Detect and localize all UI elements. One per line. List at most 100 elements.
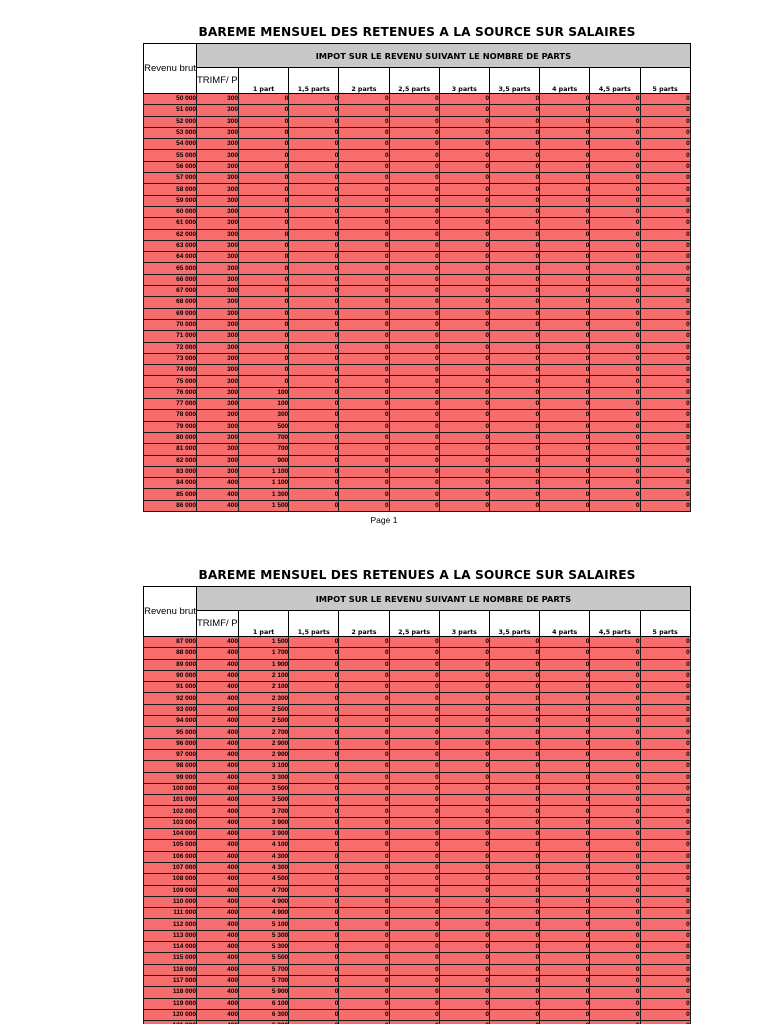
trimf-cell: 400 bbox=[196, 850, 239, 863]
impot-1-part-cell: 0 bbox=[237, 104, 290, 117]
trimf-cell: 400 bbox=[196, 771, 239, 784]
impot-part-cell: 0 bbox=[539, 172, 591, 185]
impot-part-cell: 0 bbox=[488, 454, 541, 467]
impot-part-cell: 0 bbox=[388, 884, 440, 897]
impot-part-cell: 0 bbox=[388, 828, 440, 841]
impot-part-cell: 0 bbox=[589, 138, 641, 151]
revenu-cell: 114 000 bbox=[143, 941, 197, 954]
impot-part-cell: 0 bbox=[438, 918, 490, 931]
impot-part-cell: 0 bbox=[288, 375, 340, 388]
impot-1-part-cell: 0 bbox=[237, 194, 290, 207]
table-row: 79 000 300 500 0 0 0 0 0 0 0 0 bbox=[143, 420, 691, 433]
impot-part-cell: 0 bbox=[338, 409, 390, 422]
impot-part-cell: 0 bbox=[639, 681, 691, 694]
revenu-cell: 97 000 bbox=[143, 748, 197, 762]
table-row: 53 000 300 0 0 0 0 0 0 0 0 0 bbox=[143, 126, 691, 140]
impot-part-cell: 0 bbox=[539, 341, 591, 354]
impot-part-cell: 0 bbox=[488, 341, 541, 354]
trimf-cell: 400 bbox=[196, 692, 239, 705]
impot-part-cell: 0 bbox=[438, 341, 490, 354]
trimf-cell: 400 bbox=[196, 1008, 239, 1022]
impot-part-cell: 0 bbox=[589, 1008, 641, 1022]
impot-part-cell: 0 bbox=[539, 352, 591, 366]
impot-part-cell: 0 bbox=[338, 217, 390, 230]
impot-part-cell: 0 bbox=[288, 477, 340, 490]
impot-part-cell: 0 bbox=[438, 296, 490, 309]
impot-1-part-cell: 700 bbox=[237, 443, 290, 456]
impot-part-cell: 0 bbox=[488, 330, 541, 343]
trimf-cell: 300 bbox=[196, 352, 239, 366]
impot-part-cell: 0 bbox=[539, 760, 591, 773]
impot-part-cell: 0 bbox=[589, 318, 641, 332]
table-row: 60 000 300 0 0 0 0 0 0 0 0 0 bbox=[143, 205, 691, 219]
page-title: BAREME MENSUEL DES RETENUES A LA SOURCE … bbox=[198, 568, 636, 582]
impot-part-cell: 0 bbox=[589, 194, 641, 207]
impot-part-cell: 0 bbox=[288, 726, 340, 739]
impot-part-cell: 0 bbox=[488, 681, 541, 694]
table-row: 95 000 400 2 700 0 0 0 0 0 0 0 0 bbox=[143, 726, 691, 739]
trimf-cell: 400 bbox=[196, 952, 239, 965]
impot-part-cell: 0 bbox=[288, 172, 340, 185]
impot-part-cell: 0 bbox=[639, 963, 691, 976]
impot-part-cell: 0 bbox=[539, 149, 591, 162]
impot-part-cell: 0 bbox=[639, 149, 691, 162]
impot-part-cell: 0 bbox=[488, 296, 541, 309]
impot-part-cell: 0 bbox=[338, 285, 390, 298]
impot-part-cell: 0 bbox=[338, 669, 390, 683]
impot-part-cell: 0 bbox=[438, 409, 490, 422]
impot-part-cell: 0 bbox=[438, 104, 490, 117]
table-row: 89 000 400 1 900 0 0 0 0 0 0 0 0 bbox=[143, 658, 691, 671]
impot-part-cell: 0 bbox=[388, 273, 440, 287]
impot-part-cell: 0 bbox=[338, 941, 390, 954]
trimf-cell: 400 bbox=[196, 941, 239, 954]
trimf-cell: 300 bbox=[196, 465, 239, 479]
impot-part-cell: 0 bbox=[589, 737, 641, 750]
impot-part-cell: 0 bbox=[589, 251, 641, 264]
impot-part-cell: 0 bbox=[388, 1008, 440, 1022]
impot-part-cell: 0 bbox=[639, 217, 691, 230]
revenu-cell: 70 000 bbox=[143, 318, 197, 332]
table-row: 69 000 300 0 0 0 0 0 0 0 0 0 bbox=[143, 307, 691, 320]
impot-part-cell: 0 bbox=[488, 760, 541, 773]
revenu-cell: 58 000 bbox=[143, 183, 197, 196]
impot-part-cell: 0 bbox=[288, 997, 340, 1010]
impot-part-cell: 0 bbox=[539, 251, 591, 264]
impot-part-cell: 0 bbox=[438, 499, 490, 512]
impot-part-cell: 0 bbox=[589, 273, 641, 287]
impot-part-cell: 0 bbox=[388, 386, 440, 400]
part-header: 4,5 parts bbox=[589, 610, 641, 637]
impot-part-cell: 0 bbox=[488, 669, 541, 683]
impot-part-cell: 0 bbox=[589, 782, 641, 796]
table-row: 108 000 400 4 500 0 0 0 0 0 0 0 0 bbox=[143, 873, 691, 886]
impot-part-cell: 0 bbox=[388, 861, 440, 875]
impot-1-part-cell: 100 bbox=[237, 398, 290, 411]
impot-1-part-cell: 3 100 bbox=[237, 760, 290, 773]
revenu-cell: 53 000 bbox=[143, 126, 197, 140]
impot-part-cell: 0 bbox=[539, 658, 591, 671]
impot-part-cell: 0 bbox=[589, 352, 641, 366]
impot-part-cell: 0 bbox=[438, 285, 490, 298]
impot-part-cell: 0 bbox=[388, 986, 440, 999]
impot-part-cell: 0 bbox=[438, 251, 490, 264]
impot-part-cell: 0 bbox=[488, 92, 541, 106]
impot-part-cell: 0 bbox=[539, 647, 591, 660]
impot-part-cell: 0 bbox=[438, 92, 490, 106]
impot-part-cell: 0 bbox=[338, 850, 390, 863]
impot-part-cell: 0 bbox=[539, 477, 591, 490]
impot-part-cell: 0 bbox=[338, 794, 390, 807]
impot-part-cell: 0 bbox=[488, 273, 541, 287]
impot-part-cell: 0 bbox=[438, 375, 490, 388]
impot-part-cell: 0 bbox=[639, 341, 691, 354]
impot-part-cell: 0 bbox=[488, 285, 541, 298]
impot-part-cell: 0 bbox=[639, 737, 691, 750]
impot-part-cell: 0 bbox=[639, 647, 691, 660]
impot-part-cell: 0 bbox=[338, 986, 390, 999]
trimf-cell: 300 bbox=[196, 126, 239, 140]
impot-part-cell: 0 bbox=[338, 658, 390, 671]
table-row: 115 000 400 5 500 0 0 0 0 0 0 0 0 bbox=[143, 952, 691, 965]
impot-part-cell: 0 bbox=[539, 465, 591, 479]
impot-1-part-cell: 0 bbox=[237, 251, 290, 264]
impot-part-cell: 0 bbox=[338, 375, 390, 388]
trimf-cell: 300 bbox=[196, 409, 239, 422]
impot-part-cell: 0 bbox=[539, 918, 591, 931]
